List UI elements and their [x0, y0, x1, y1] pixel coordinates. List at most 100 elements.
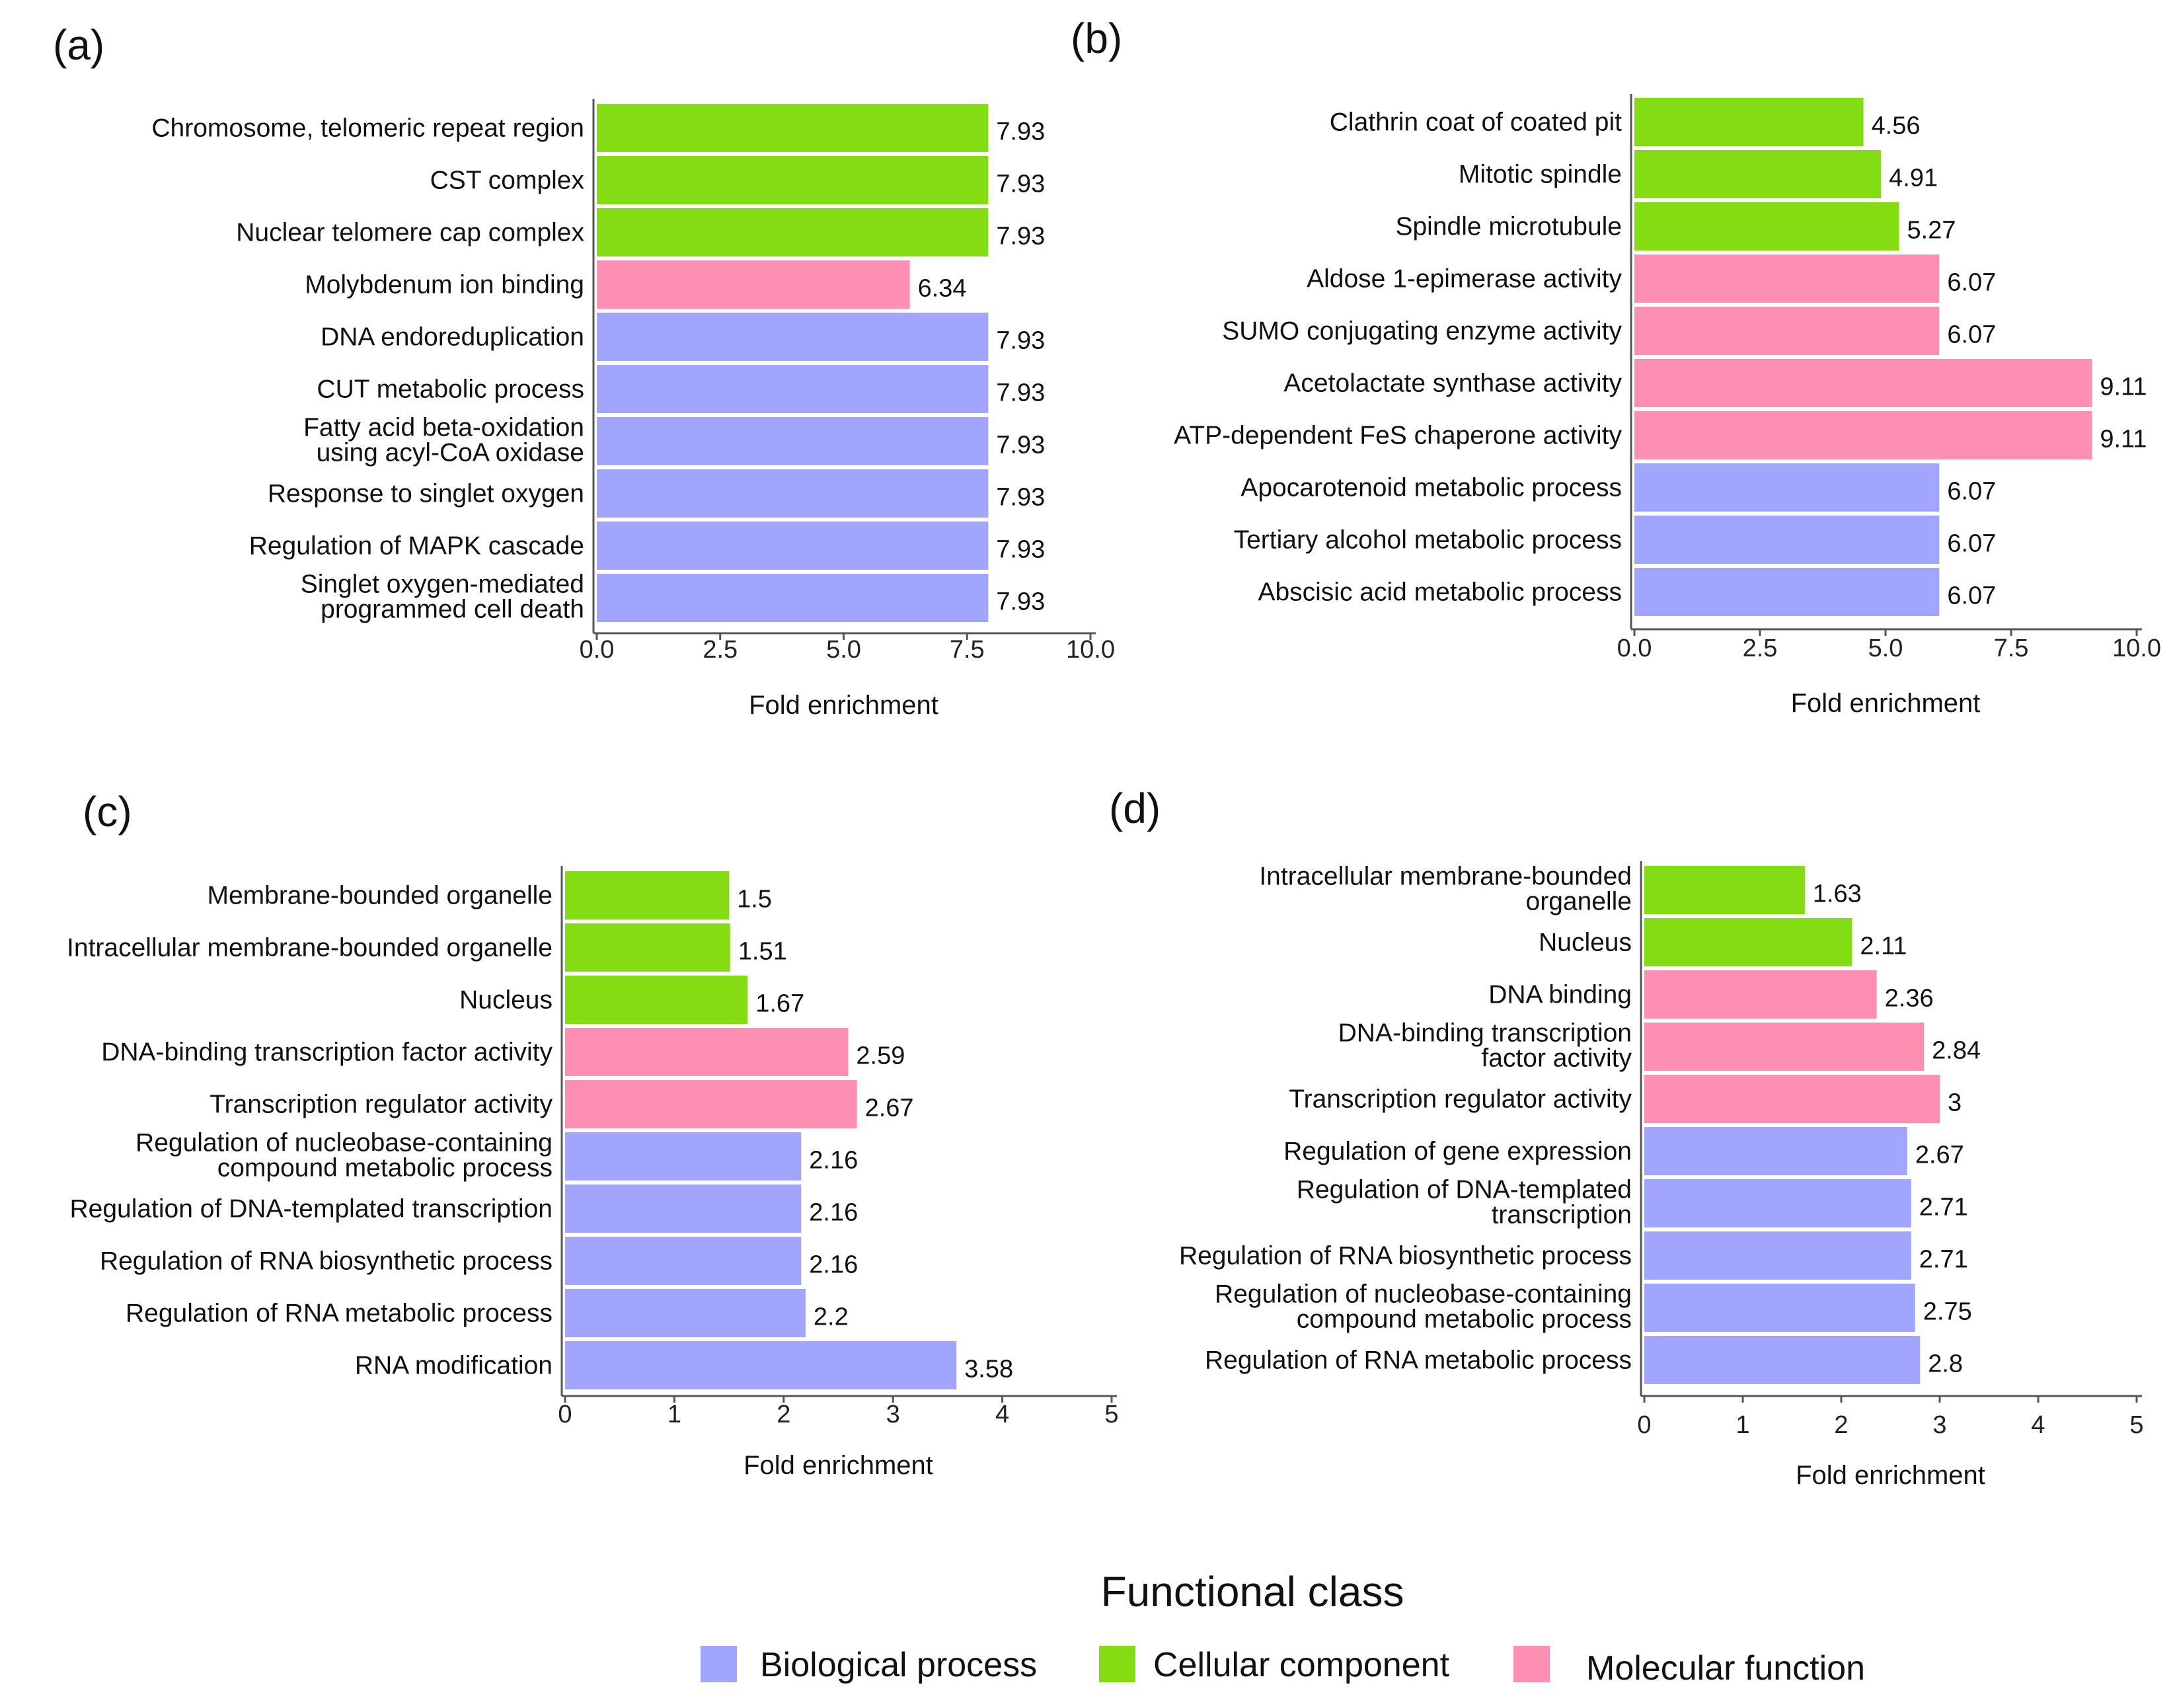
bar-cut-metabolic-process [597, 365, 989, 413]
value-label: 2.8 [1928, 1350, 1963, 1378]
value-label: 2.11 [1860, 933, 1907, 960]
legend-swatch-biological-process [701, 1646, 737, 1682]
bar-mitotic-spindle [1634, 150, 1882, 198]
category-label: Mitotic spindle [1459, 161, 1622, 189]
category-label: Aldose 1-epimerase activity [1307, 265, 1622, 293]
category-label: Chromosome, telomeric repeat region [151, 114, 584, 143]
value-label: 2.36 [1885, 985, 1934, 1013]
x-tick-label: 3 [886, 1401, 900, 1428]
bar-nuclear-telomere-cap-complex [597, 208, 989, 256]
category-label: Regulation of nucleobase-containing compo… [135, 1129, 553, 1183]
bar-membrane-bounded-organelle [565, 871, 730, 919]
value-label: 1.5 [737, 886, 772, 913]
x-axis-title: Fold enrichment [1796, 1461, 1985, 1490]
category-label: Regulation of nucleobase-containing compo… [1215, 1280, 1632, 1334]
value-label: 3.58 [964, 1356, 1013, 1383]
category-label: Regulation of RNA metabolic process [126, 1300, 553, 1328]
value-label: 6.07 [1947, 478, 1996, 506]
x-axis-title: Fold enrichment [1791, 689, 1981, 718]
value-label: 9.11 [2100, 373, 2147, 401]
category-label: CUT metabolic process [317, 375, 584, 404]
bar-regulation-of-gene-expression [1644, 1127, 1907, 1175]
x-tick-label: 2.5 [1743, 635, 1778, 662]
x-tick-label: 2 [777, 1401, 790, 1428]
legend-label-biological-process: Biological process [760, 1646, 1037, 1684]
value-label: 2.67 [1915, 1142, 1964, 1169]
bar-atp-dependent-fes-chaperone-activity [1634, 411, 2092, 459]
panel-letter: (a) [53, 21, 104, 69]
bar-regulation-of-rna-biosynthetic-process [565, 1237, 802, 1285]
value-label: 7.93 [996, 379, 1045, 407]
value-label: 3 [1948, 1089, 1962, 1117]
value-label: 7.93 [996, 536, 1045, 564]
category-label: SUMO conjugating enzyme activity [1222, 317, 1622, 346]
bar-regulation-of-nucleobase-containing-compound-metabolic-process [565, 1132, 802, 1181]
bar-transcription-regulator-activity [1644, 1075, 1940, 1123]
value-label: 2.16 [809, 1199, 858, 1227]
x-tick-label: 10.0 [1066, 636, 1115, 664]
category-label: Nucleus [459, 986, 553, 1015]
category-label: Membrane-bounded organelle [207, 882, 553, 910]
bar-aldose-1-epimerase-activity [1634, 254, 1940, 303]
category-label: Intracellular membrane-bounded organelle [67, 934, 553, 962]
value-label: 7.93 [996, 223, 1045, 251]
bar-regulation-of-dna-templated-transcription [1644, 1179, 1911, 1227]
legend-title: Functional class [1101, 1568, 1404, 1615]
bar-sumo-conjugating-enzyme-activity [1634, 307, 1940, 355]
bar-regulation-of-rna-metabolic-process [1644, 1336, 1921, 1384]
panel-d: (d) Intracellular membrane-bounded organel… [1109, 785, 2144, 1490]
category-label: Abscisic acid metabolic process [1258, 578, 1622, 607]
panel-a: (a) Chromosome, telomeric repeat region 7.… [53, 21, 1115, 720]
x-tick-label: 2.5 [703, 636, 738, 664]
category-label: Fatty acid beta-oxidation using acyl-CoA … [303, 414, 584, 467]
category-label: Apocarotenoid metabolic process [1240, 474, 1622, 502]
bar-acetolactate-synthase-activity [1634, 359, 2092, 407]
value-label: 6.34 [918, 275, 967, 303]
x-axis-title: Fold enrichment [749, 691, 938, 720]
bar-dna-binding-transcription-factor-activity [565, 1028, 849, 1076]
bar-regulation-of-dna-templated-transcription [565, 1184, 802, 1233]
category-label: Regulation of RNA metabolic process [1205, 1346, 1632, 1375]
legend-label-molecular-function: Molecular function [1586, 1649, 1865, 1688]
bar-regulation-of-mapk-cascade [597, 522, 989, 570]
category-label: Transcription regulator activity [210, 1091, 553, 1119]
value-label: 2.16 [809, 1251, 858, 1279]
legend-swatch-molecular-function [1513, 1646, 1550, 1682]
bar-abscisic-acid-metabolic-process [1634, 568, 1940, 616]
bar-transcription-regulator-activity [565, 1080, 857, 1128]
bar-fatty-acid-beta-oxidation-using-acyl-coa-oxidase [597, 417, 989, 465]
category-label: Singlet oxygen-mediated programmed cell d… [301, 570, 584, 624]
category-label: Nucleus [1539, 929, 1632, 957]
value-label: 7.93 [996, 432, 1045, 459]
value-label: 7.93 [996, 588, 1045, 616]
value-label: 7.93 [996, 171, 1045, 198]
x-tick-label: 1 [1736, 1411, 1749, 1439]
value-label: 7.93 [996, 327, 1045, 355]
category-label: Regulation of RNA biosynthetic process [100, 1247, 553, 1276]
legend: Functional class Biological process Cell… [701, 1568, 1865, 1688]
value-label: 2.71 [1919, 1246, 1968, 1274]
bar-regulation-of-nucleobase-containing-compound-metabolic-process [1644, 1284, 1915, 1332]
panel-b: (b) Clathrin coat of coated pit 4.56 Mitoti… [1071, 15, 2161, 718]
category-label: Transcription regulator activity [1289, 1085, 1632, 1114]
value-label: 7.93 [996, 484, 1045, 512]
x-tick-label: 5.0 [826, 636, 861, 664]
panel-letter: (c) [83, 788, 132, 835]
value-label: 2.67 [865, 1095, 914, 1122]
bar-nucleus [565, 976, 748, 1024]
category-label: Regulation of RNA biosynthetic process [1179, 1242, 1632, 1270]
value-label: 2.71 [1919, 1194, 1968, 1222]
category-label: Spindle microtubule [1395, 213, 1622, 241]
x-tick-label: 4 [995, 1401, 1009, 1428]
x-tick-label: 0.0 [1617, 635, 1652, 662]
bar-intracellular-membrane-bounded-organelle [565, 923, 730, 972]
x-tick-label: 0 [1637, 1411, 1651, 1439]
bar-nucleus [1644, 918, 1852, 966]
x-tick-label: 0.0 [580, 636, 615, 664]
bar-chromosome-telomeric-repeat-region [597, 104, 989, 152]
x-tick-label: 5 [2129, 1411, 2143, 1439]
value-label: 6.07 [1947, 269, 1996, 297]
category-label: Tertiary alcohol metabolic process [1234, 526, 1622, 555]
x-tick-label: 7.5 [1994, 635, 2029, 662]
